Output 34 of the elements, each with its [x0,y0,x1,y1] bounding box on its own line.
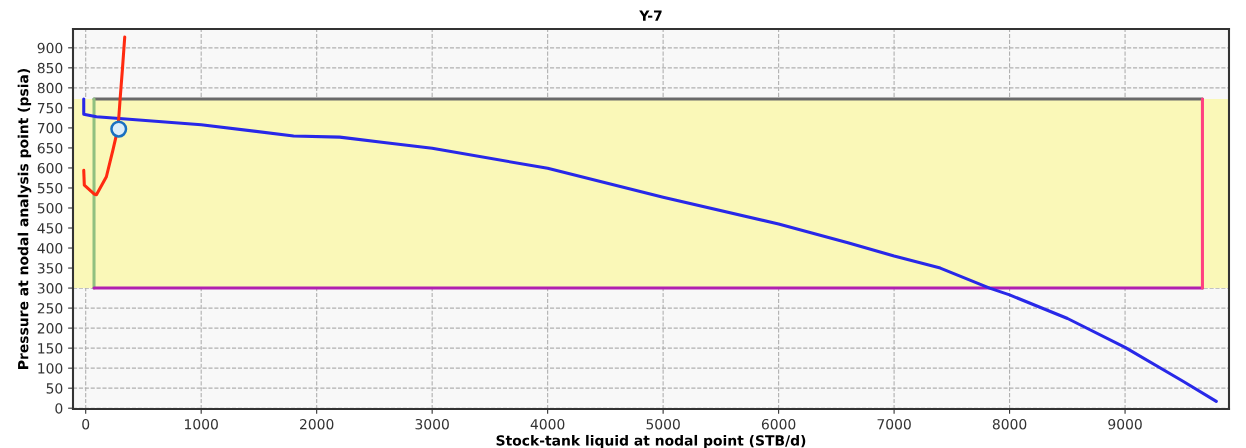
x-tick-label: 5000 [646,418,680,430]
x-tick-label: 2000 [300,418,334,430]
y-tick-label: 400 [37,243,63,254]
x-tick-label: 6000 [761,418,796,430]
y-tick-label: 200 [37,323,63,334]
x-tick-label: 7000 [877,418,911,430]
line-series [82,35,127,197]
chart-title: Y-7 [639,10,662,21]
line-series [82,97,1218,403]
y-tick-label: 300 [37,283,63,294]
y-tick-label: 350 [37,263,63,274]
y-tick-label: 600 [37,162,63,174]
y-tick-label: 800 [37,82,63,94]
y-tick-label: 700 [37,122,63,134]
y-tick-label: 250 [37,303,63,314]
x-tick-label: 4000 [530,418,565,430]
y-tick-label: 450 [37,222,63,234]
y-axis-title: Pressure at nodal analysis point (psia) [17,69,32,369]
y-tick-label: 650 [37,142,63,154]
x-axis-title: Stock-tank liquid at nodal point (STB/d) [496,434,806,448]
x-tick-label: 9000 [1108,418,1142,430]
y-tick-label: 0 [55,403,63,414]
y-tick-label: 100 [38,363,63,374]
y-tick-label: 500 [37,202,63,214]
y-tick-label: 150 [38,343,63,354]
y-tick-label: 750 [37,102,63,114]
y-tick-label: 50 [46,383,63,394]
y-tick-label: 550 [37,182,63,194]
x-tick-label: 3000 [415,418,449,430]
x-tick-label: 0 [82,418,90,430]
y-tick-label: 900 [37,42,63,54]
x-tick-label: 8000 [992,418,1027,430]
y-tick-label: 850 [37,62,63,74]
x-tick-label: 1000 [185,418,218,430]
